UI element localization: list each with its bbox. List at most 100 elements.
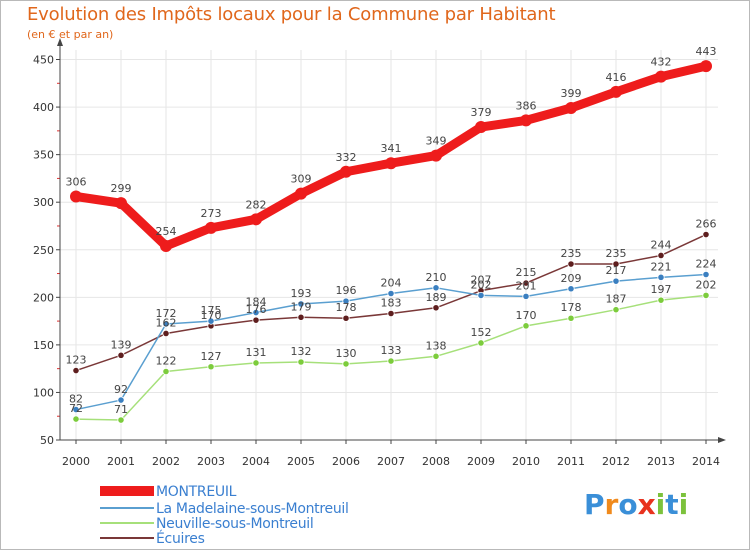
y-axis-arrow	[57, 38, 63, 46]
y-tick-label: 50	[40, 434, 54, 447]
data-point	[612, 306, 620, 314]
legend-swatch-ecuires	[100, 537, 154, 539]
data-point	[340, 165, 352, 178]
data-label: 178	[561, 301, 582, 314]
data-point	[522, 292, 530, 300]
data-point	[432, 352, 440, 360]
y-tick-label: 300	[33, 196, 54, 209]
data-label: 221	[651, 260, 672, 273]
y-tick-label: 150	[33, 339, 54, 352]
data-label: 162	[156, 316, 177, 329]
y-tick-label: 400	[33, 101, 54, 114]
data-point	[700, 60, 712, 73]
data-point	[477, 339, 485, 347]
data-point	[160, 239, 172, 252]
data-point	[207, 317, 215, 325]
x-tick-label: 2006	[332, 455, 360, 468]
data-label: 306	[66, 175, 87, 188]
data-label: 266	[696, 218, 717, 231]
logo-letter: x	[637, 488, 656, 521]
data-label: 235	[606, 247, 627, 260]
data-label: 207	[471, 274, 492, 287]
data-point	[657, 296, 665, 304]
data-label: 72	[69, 402, 83, 415]
y-tick-label: 250	[33, 244, 54, 257]
data-label: 187	[606, 293, 627, 306]
data-point	[297, 313, 305, 321]
y-tick-label: 450	[33, 54, 54, 67]
data-label: 175	[201, 304, 222, 317]
data-point	[612, 260, 620, 268]
logo-letter: r	[604, 488, 619, 521]
data-label: 443	[696, 45, 717, 58]
data-label: 332	[336, 151, 357, 164]
data-point	[432, 284, 440, 292]
x-tick-label: 2001	[107, 455, 135, 468]
data-label: 210	[426, 271, 447, 284]
data-label: 379	[471, 106, 492, 119]
data-point	[520, 114, 532, 127]
data-label: 184	[246, 296, 267, 309]
data-label: 349	[426, 135, 447, 148]
data-point	[162, 329, 170, 338]
data-point	[72, 415, 80, 423]
data-point	[342, 297, 350, 305]
data-label: 224	[696, 257, 717, 270]
data-point	[162, 367, 170, 376]
data-point	[612, 277, 620, 285]
data-point	[610, 85, 622, 98]
data-point	[117, 416, 125, 424]
data-point	[657, 273, 665, 281]
data-label: 386	[516, 99, 537, 112]
chart-subtitle: (en € et par an)	[27, 28, 114, 41]
data-label: 132	[291, 345, 312, 358]
data-label: 282	[246, 198, 267, 211]
data-point	[567, 260, 575, 268]
data-label: 273	[201, 207, 222, 220]
data-point	[430, 149, 442, 162]
data-label: 309	[291, 173, 312, 186]
data-point	[72, 366, 80, 375]
data-point	[477, 291, 485, 300]
data-point	[387, 309, 395, 318]
legend-label-montreuil: MONTREUIL	[156, 484, 237, 500]
data-point	[565, 102, 577, 115]
data-point	[387, 357, 395, 365]
data-label: 197	[651, 283, 672, 296]
x-tick-label: 2003	[197, 455, 225, 468]
data-point	[567, 285, 575, 293]
data-point	[117, 396, 125, 404]
x-tick-label: 2011	[557, 455, 585, 468]
data-label: 416	[606, 71, 627, 84]
data-label: 170	[516, 309, 537, 322]
x-axis-arrow	[718, 437, 726, 443]
data-label: 172	[156, 307, 177, 320]
data-point	[567, 314, 575, 322]
data-label: 299	[111, 182, 132, 195]
data-label: 131	[246, 346, 267, 359]
x-tick-label: 2010	[512, 455, 540, 468]
x-tick-label: 2008	[422, 455, 450, 468]
data-label: 217	[606, 264, 627, 277]
logo-letter: o	[618, 488, 638, 521]
data-point	[475, 121, 487, 134]
data-label: 196	[336, 284, 357, 297]
data-point	[655, 70, 667, 83]
logo-letter: t	[665, 488, 679, 521]
data-point	[207, 363, 215, 371]
data-point	[117, 351, 125, 359]
x-tick-label: 2012	[602, 455, 630, 468]
data-point	[432, 304, 440, 312]
data-point	[702, 291, 710, 300]
legend-label-neuville: Neuville-sous-Montreuil	[156, 516, 314, 532]
data-label: 189	[426, 291, 447, 304]
data-label: 170	[201, 309, 222, 322]
x-tick-label: 2009	[467, 455, 495, 468]
x-tick-label: 2005	[287, 455, 315, 468]
data-label: 92	[114, 383, 128, 396]
legend-swatch-la-madelaine	[100, 507, 154, 509]
data-label: 244	[651, 238, 672, 251]
data-point	[205, 221, 217, 234]
data-label: 176	[246, 303, 267, 316]
